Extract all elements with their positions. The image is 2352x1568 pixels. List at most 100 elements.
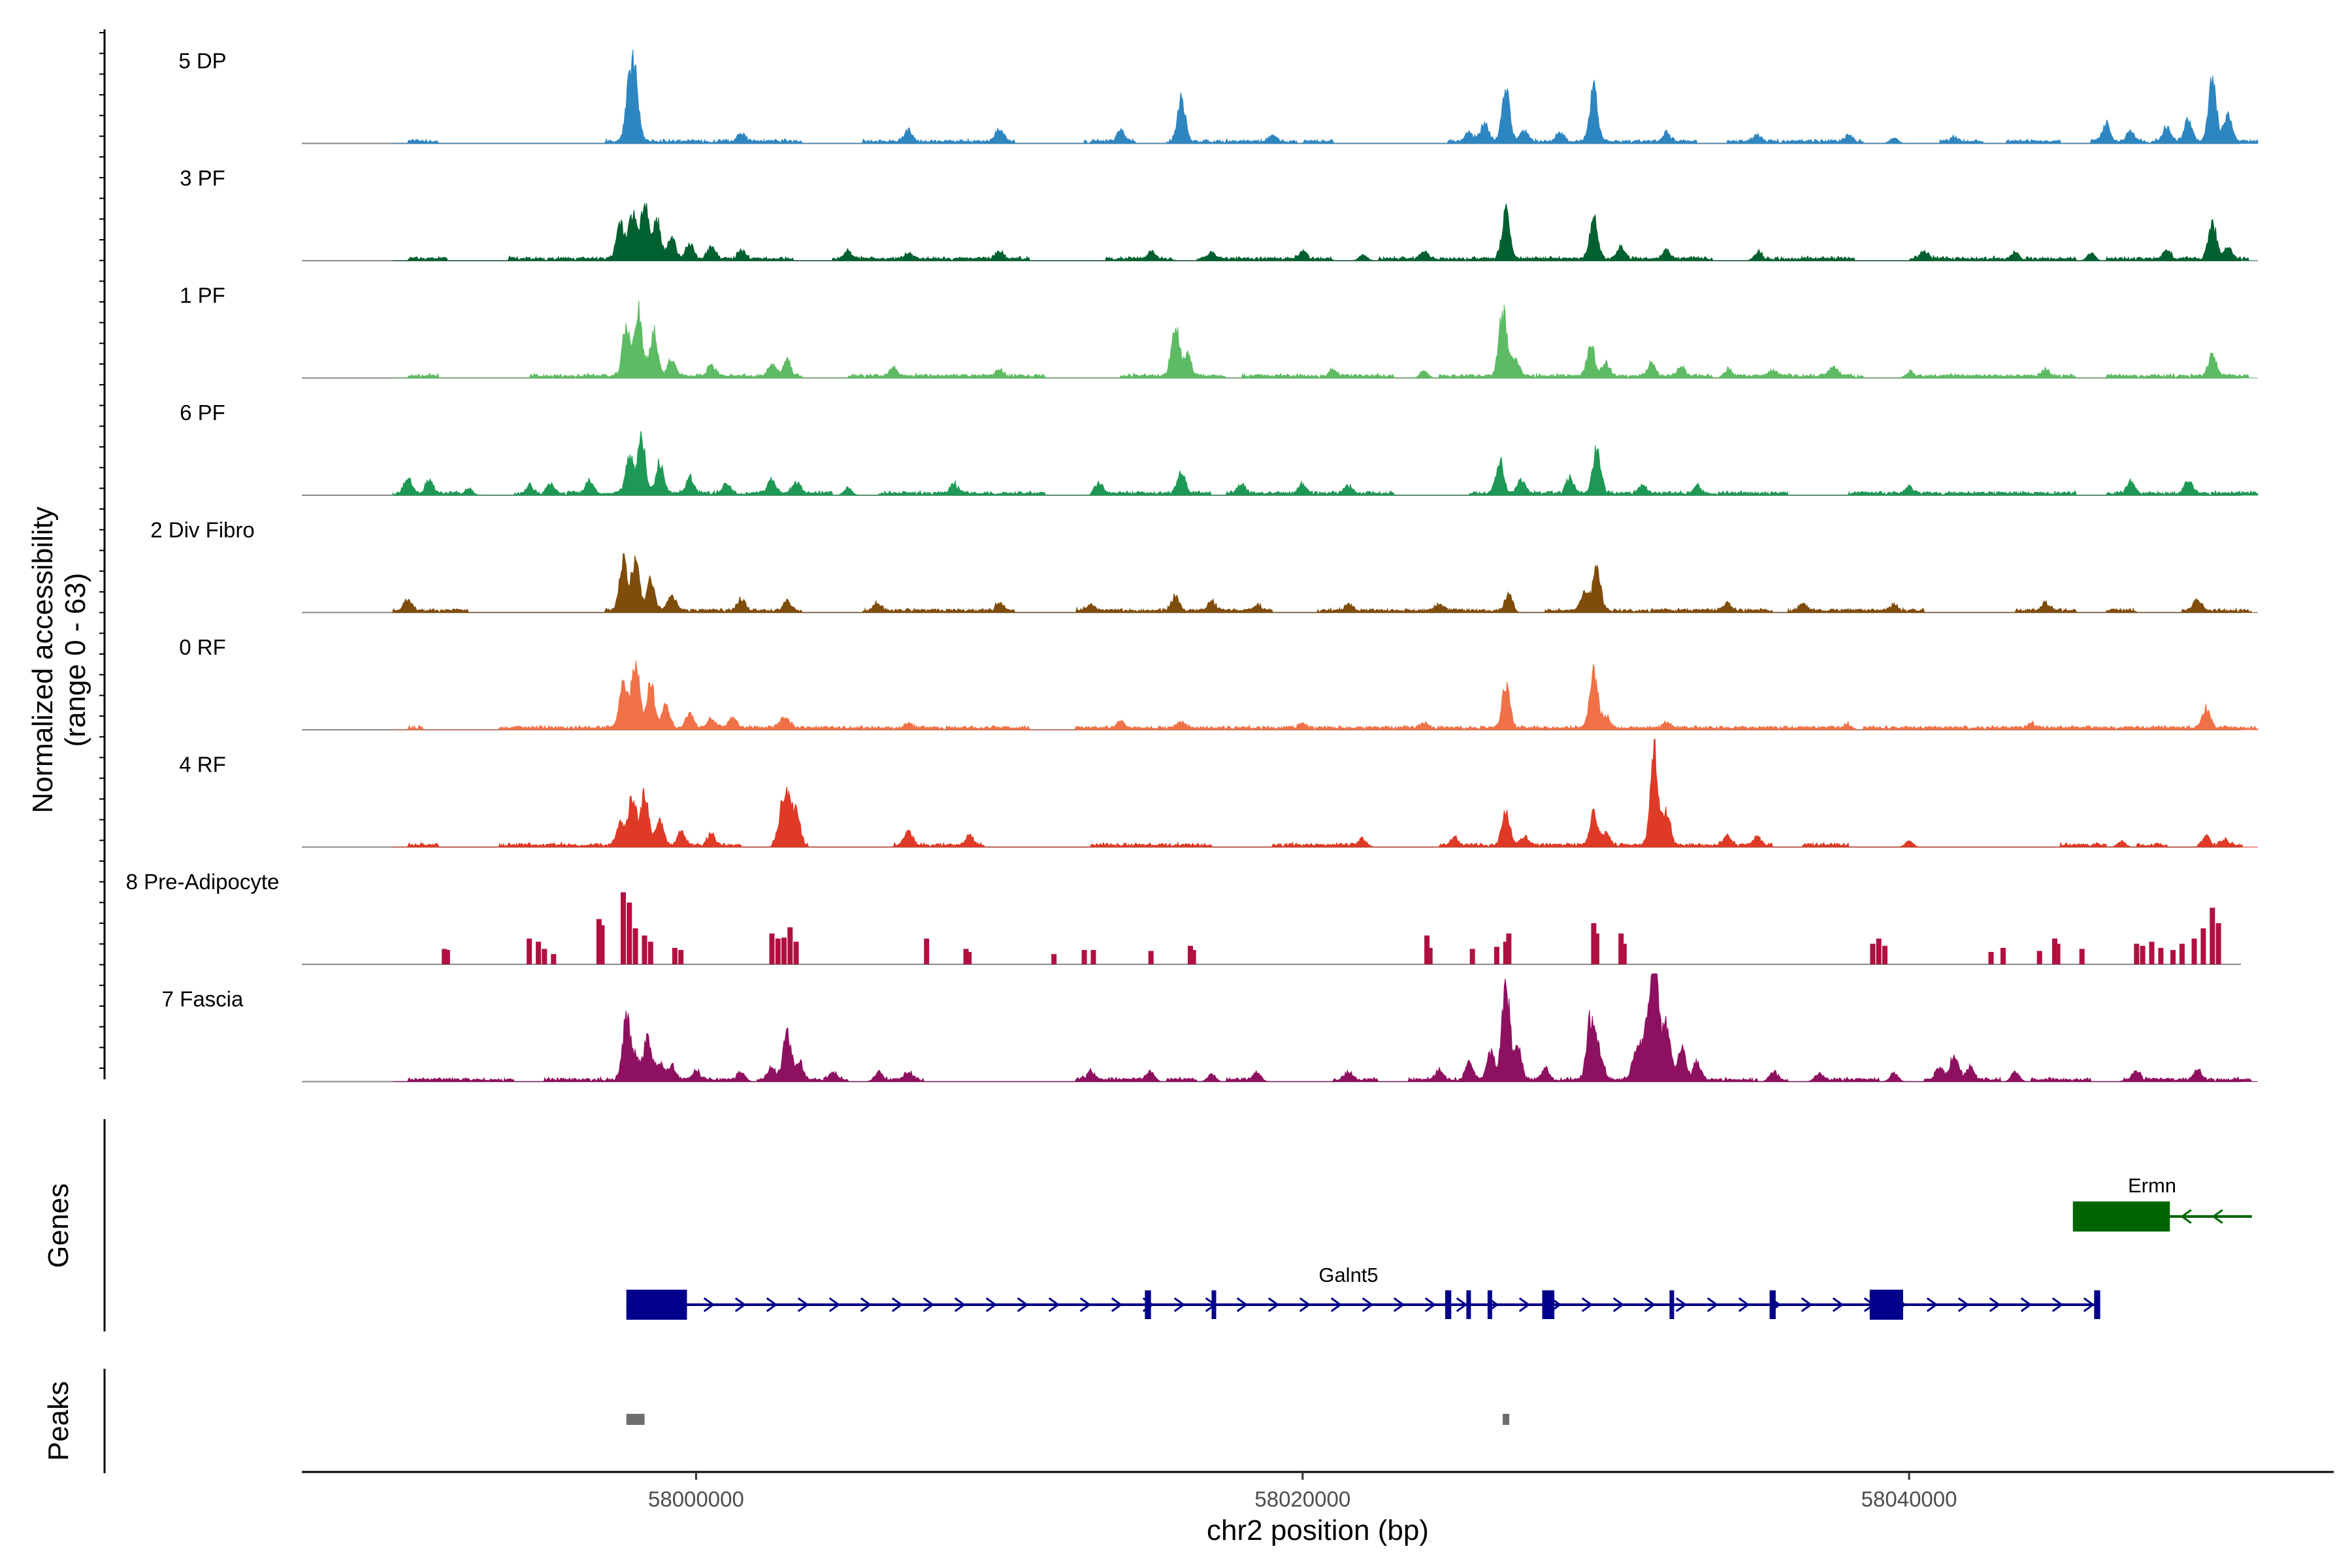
track-bar bbox=[536, 941, 542, 964]
strand-chevron bbox=[1017, 1297, 1029, 1313]
track-bar bbox=[1870, 943, 1876, 964]
track-bar bbox=[596, 919, 602, 964]
track-area bbox=[393, 203, 2258, 262]
track-bar bbox=[1988, 952, 1994, 964]
track-bar bbox=[527, 938, 532, 964]
gene-exon bbox=[2072, 1201, 2170, 1232]
strand-chevron bbox=[766, 1297, 778, 1313]
strand-chevron bbox=[734, 1297, 747, 1313]
track-area bbox=[393, 300, 2258, 380]
peak-regions bbox=[626, 1414, 1510, 1425]
gene-exon bbox=[1487, 1290, 1492, 1319]
track-bar bbox=[1621, 943, 1627, 964]
track-bar bbox=[1148, 951, 1154, 964]
track-bar bbox=[2134, 943, 2140, 964]
track-bar bbox=[769, 933, 775, 964]
track-bar bbox=[2179, 943, 2185, 964]
track-bar bbox=[787, 927, 793, 964]
strand-chevron bbox=[2051, 1297, 2064, 1313]
strand-chevron bbox=[1362, 1297, 1374, 1313]
strand-chevron bbox=[1581, 1297, 1593, 1313]
strand-chevron bbox=[1644, 1297, 1656, 1313]
gene-exon bbox=[1211, 1290, 1217, 1319]
track-bar bbox=[632, 928, 638, 964]
track-bar bbox=[1469, 949, 1475, 964]
track-bar bbox=[1618, 933, 1624, 964]
track-bar bbox=[1090, 950, 1096, 964]
track-bar bbox=[1081, 950, 1087, 964]
strand-chevron bbox=[1989, 1297, 2001, 1313]
strand-chevron bbox=[1707, 1297, 1719, 1313]
gene-label: Galnt5 bbox=[1318, 1264, 1378, 1286]
strand-chevron bbox=[860, 1297, 872, 1313]
gene-exon bbox=[1445, 1290, 1452, 1319]
track-bar bbox=[542, 949, 547, 964]
x-axis-ticks: 58000000 58020000 58040000 bbox=[648, 1472, 1957, 1511]
strand-chevron bbox=[1393, 1297, 1405, 1313]
strand-chevron bbox=[1111, 1297, 1123, 1313]
strand-chevron bbox=[1612, 1297, 1625, 1313]
y-axis-ticks bbox=[99, 32, 105, 1069]
track-bar bbox=[2052, 938, 2057, 964]
track-bar bbox=[551, 954, 557, 964]
track-bar bbox=[678, 950, 684, 964]
track-bar bbox=[2149, 941, 2155, 964]
track-bar bbox=[1503, 941, 1509, 964]
x-tick-label: 58040000 bbox=[1861, 1487, 1957, 1511]
track-label: 0 RF bbox=[179, 635, 226, 659]
track-bar bbox=[444, 950, 450, 964]
strand-chevron bbox=[797, 1297, 809, 1313]
strand-chevron bbox=[1079, 1297, 1092, 1313]
track-bar bbox=[621, 892, 626, 964]
track-bar bbox=[1594, 933, 1599, 964]
track-bar bbox=[1876, 938, 1882, 964]
strand-chevron bbox=[1518, 1297, 1531, 1313]
gene-exon bbox=[1145, 1290, 1151, 1319]
strand-chevron bbox=[1048, 1297, 1060, 1313]
gene-annotations: Galnt5 Ermn bbox=[626, 1174, 2252, 1320]
track-bar bbox=[793, 941, 799, 964]
peaks-panel-title: Peaks bbox=[42, 1381, 74, 1461]
strand-chevron bbox=[1456, 1297, 1468, 1313]
track-label: 6 PF bbox=[180, 400, 225, 425]
strand-chevron bbox=[1832, 1297, 1844, 1313]
strand-chevron bbox=[2212, 1209, 2223, 1224]
track-bar bbox=[1188, 945, 1193, 964]
strand-chevron bbox=[2083, 1297, 2095, 1313]
strand-chevron bbox=[923, 1297, 935, 1313]
track-bar bbox=[2210, 907, 2215, 964]
strand-chevron bbox=[1675, 1297, 1688, 1313]
track-area bbox=[393, 50, 2259, 144]
strand-chevron bbox=[1957, 1297, 1970, 1313]
track-area bbox=[392, 553, 2258, 614]
track-label: 5 DP bbox=[178, 49, 226, 73]
track-label: 3 PF bbox=[180, 166, 225, 190]
track-bar bbox=[1190, 950, 1196, 964]
track-bar bbox=[442, 949, 448, 964]
track-bar bbox=[599, 925, 605, 964]
track-bar bbox=[672, 947, 678, 964]
strand-chevron bbox=[1330, 1297, 1343, 1313]
gene-exon bbox=[1542, 1290, 1555, 1319]
track-bar bbox=[2055, 943, 2061, 964]
track-bar bbox=[2191, 938, 2197, 964]
track-bar bbox=[1506, 933, 1512, 964]
y-axis-title-line1: Normalized accessibility bbox=[27, 506, 59, 813]
strand-chevron bbox=[1738, 1297, 1750, 1313]
track-label: 4 RF bbox=[179, 753, 226, 777]
track-bar bbox=[1882, 945, 1887, 964]
gene-exon bbox=[1869, 1290, 1903, 1320]
track-label: 1 PF bbox=[180, 284, 225, 308]
track-bar bbox=[1424, 935, 1430, 964]
track-bar bbox=[2158, 947, 2164, 964]
genes-panel-title: Genes bbox=[42, 1183, 74, 1268]
track-bar bbox=[2079, 949, 2085, 964]
strand-chevron bbox=[1801, 1297, 1813, 1313]
track-bar bbox=[781, 938, 787, 964]
track-bar bbox=[2200, 928, 2206, 964]
track-bar bbox=[1494, 947, 1499, 964]
strand-chevron bbox=[1926, 1297, 1938, 1313]
gene-exon bbox=[1466, 1290, 1471, 1319]
strand-chevron bbox=[985, 1297, 998, 1313]
track-bar bbox=[2140, 945, 2146, 964]
